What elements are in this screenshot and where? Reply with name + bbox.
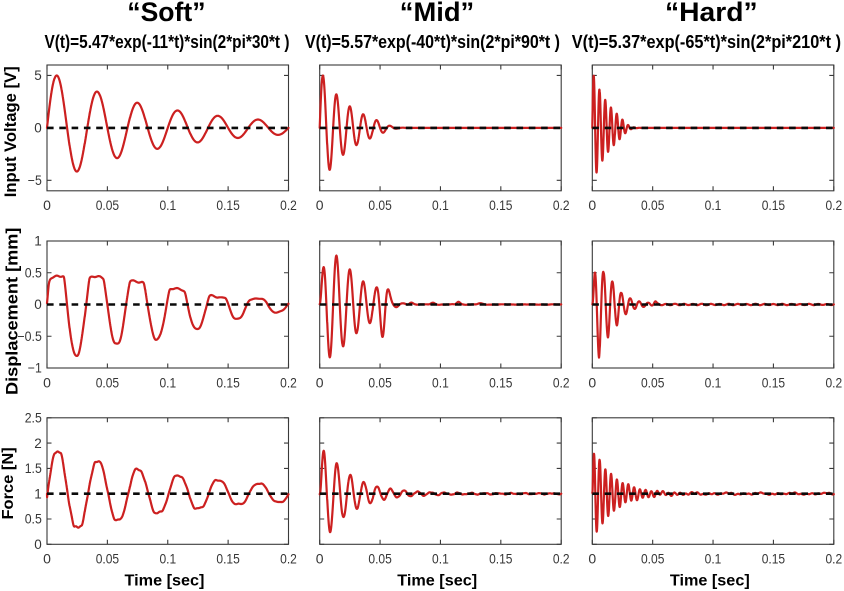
svg-text:0.05: 0.05 [368,197,392,213]
svg-text:Time [sec]: Time [sec] [670,572,750,589]
svg-text:−5: −5 [28,173,42,188]
svg-text:V(t)=5.47*exp(-11*t)*sin(2*pi*: V(t)=5.47*exp(-11*t)*sin(2*pi*30*t ) [45,32,290,52]
svg-text:0.15: 0.15 [489,197,513,213]
svg-text:V(t)=5.37*exp(-65*t)*sin(2*pi*: V(t)=5.37*exp(-65*t)*sin(2*pi*210*t ) [572,32,841,52]
svg-text:V(t)=5.57*exp(-40*t)*sin(2*pi*: V(t)=5.57*exp(-40*t)*sin(2*pi*90*t ) [305,32,560,52]
svg-text:2.5: 2.5 [25,411,42,426]
svg-text:0.1: 0.1 [159,550,176,566]
svg-text:0.2: 0.2 [553,375,570,391]
svg-text:Displacement [mm]: Displacement [mm] [4,228,22,395]
svg-text:0.1: 0.1 [705,197,722,213]
svg-text:0.05: 0.05 [368,375,392,391]
svg-text:0.1: 0.1 [432,197,449,213]
svg-text:0.15: 0.15 [762,550,786,566]
svg-text:1: 1 [34,486,42,501]
svg-text:0.15: 0.15 [216,375,240,391]
svg-text:1.5: 1.5 [25,461,42,476]
svg-text:0.15: 0.15 [216,197,240,213]
svg-text:0.05: 0.05 [96,375,120,391]
svg-text:Time [sec]: Time [sec] [397,572,477,589]
svg-text:0: 0 [588,550,596,566]
svg-text:0.05: 0.05 [368,550,392,566]
svg-text:0.1: 0.1 [432,550,449,566]
svg-text:0: 0 [43,375,51,391]
svg-text:−1: −1 [28,361,42,376]
svg-text:0: 0 [588,375,596,391]
svg-text:“Soft”: “Soft” [127,0,205,27]
svg-text:0.15: 0.15 [489,550,513,566]
svg-text:“Mid”: “Mid” [400,0,474,27]
svg-text:0.05: 0.05 [641,197,665,213]
svg-text:0.2: 0.2 [553,197,570,213]
svg-text:0.1: 0.1 [432,375,449,391]
svg-text:0: 0 [43,197,51,213]
svg-text:0.05: 0.05 [641,375,665,391]
svg-text:0: 0 [316,375,324,391]
svg-text:1: 1 [34,234,42,249]
svg-text:0.15: 0.15 [216,550,240,566]
svg-text:0.15: 0.15 [762,375,786,391]
svg-text:2: 2 [34,436,42,451]
svg-text:0: 0 [316,550,324,566]
svg-text:0: 0 [43,550,51,566]
svg-text:0.5: 0.5 [25,512,42,527]
svg-text:0.15: 0.15 [489,375,513,391]
svg-text:0.5: 0.5 [25,265,42,280]
svg-text:0.2: 0.2 [280,550,297,566]
svg-text:0.1: 0.1 [159,375,176,391]
svg-text:0.2: 0.2 [280,375,297,391]
svg-text:“Hard”: “Hard” [665,0,758,27]
svg-text:0.2: 0.2 [825,197,842,213]
svg-text:0.1: 0.1 [159,197,176,213]
svg-text:0.2: 0.2 [280,197,297,213]
svg-text:0.2: 0.2 [825,550,842,566]
svg-text:5: 5 [34,68,42,83]
svg-text:0: 0 [34,537,42,552]
svg-text:0.2: 0.2 [825,375,842,391]
svg-text:0.05: 0.05 [96,550,120,566]
svg-text:0.05: 0.05 [96,197,120,213]
svg-text:0.15: 0.15 [762,197,786,213]
svg-text:0.1: 0.1 [705,375,722,391]
svg-text:−0.5: −0.5 [18,329,42,344]
svg-text:0.1: 0.1 [705,550,722,566]
svg-text:Input Voltage [V]: Input Voltage [V] [2,66,20,197]
svg-text:0.05: 0.05 [641,550,665,566]
svg-text:0.2: 0.2 [553,550,570,566]
svg-text:0: 0 [34,297,42,312]
svg-text:Force [N]: Force [N] [0,447,17,519]
svg-text:0: 0 [588,197,596,213]
svg-text:Time [sec]: Time [sec] [125,572,205,589]
svg-text:0: 0 [34,121,42,136]
svg-text:0: 0 [316,197,324,213]
